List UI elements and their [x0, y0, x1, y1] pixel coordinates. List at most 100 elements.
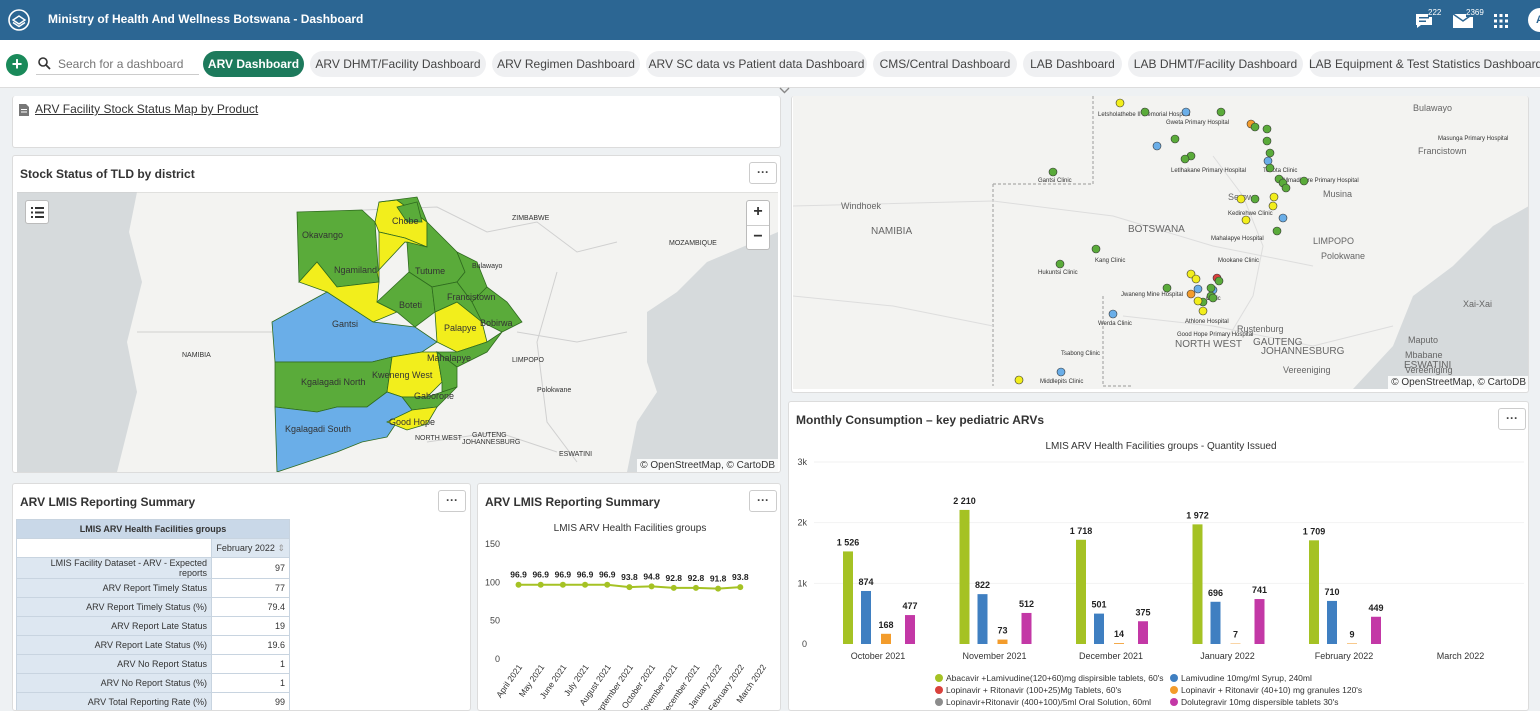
bar[interactable] [998, 640, 1008, 644]
bar[interactable] [1211, 602, 1221, 644]
facility-map-label: Maputo [1408, 335, 1438, 345]
chevron-down-icon[interactable] [779, 87, 790, 94]
facility-marker[interactable] [1181, 155, 1189, 163]
stock-map-menu-button[interactable]: ··· [749, 162, 777, 184]
facility-marker[interactable] [1273, 227, 1281, 235]
dashboard-search-input[interactable] [36, 53, 199, 75]
tab-lab-dashboard[interactable]: LAB Dashboard [1023, 51, 1122, 77]
legend-label[interactable]: Lopinavir + Ritonavir (100+25)Mg Tablets… [946, 685, 1121, 695]
tab-arv-dhmt-facility[interactable]: ARV DHMT/Facility Dashboard [310, 51, 486, 77]
facility-marker[interactable] [1215, 277, 1223, 285]
line-point[interactable] [516, 582, 522, 588]
facility-marker[interactable] [1300, 177, 1308, 185]
bar[interactable] [1114, 643, 1124, 644]
line-point[interactable] [649, 583, 655, 589]
facility-marker[interactable] [1237, 195, 1245, 203]
line-point[interactable] [693, 585, 699, 591]
tab-arv-sc-vs-patient[interactable]: ARV SC data vs Patient data Dashboard [646, 51, 867, 77]
zoom-in-button[interactable]: + [747, 201, 769, 225]
legend-label[interactable]: Dolutegravir 10mg dispersible tablets 30… [1181, 697, 1339, 707]
line-point[interactable] [582, 582, 588, 588]
facility-marker[interactable] [1279, 214, 1287, 222]
line-point[interactable] [737, 584, 743, 590]
lmis-line-menu-button[interactable]: ··· [749, 490, 777, 512]
bar[interactable] [1138, 621, 1148, 644]
consumption-menu-button[interactable]: ··· [1498, 408, 1526, 430]
facility-marker[interactable] [1251, 123, 1259, 131]
facility-marker[interactable] [1056, 260, 1064, 268]
line-point[interactable] [604, 582, 610, 588]
facility-marker[interactable] [1242, 216, 1250, 224]
bar[interactable] [1347, 643, 1357, 644]
bar[interactable] [843, 551, 853, 644]
add-dashboard-button[interactable]: + [6, 54, 28, 76]
facility-marker[interactable] [1141, 108, 1149, 116]
facility-marker[interactable] [1182, 108, 1190, 116]
apps-grid-icon[interactable] [1494, 14, 1508, 28]
bar[interactable] [1022, 613, 1032, 644]
map-label-namibia: NAMIBIA [182, 352, 211, 359]
facility-marker[interactable] [1199, 307, 1207, 315]
bar[interactable] [1309, 540, 1319, 644]
facility-marker[interactable] [1092, 245, 1100, 253]
bar[interactable] [978, 594, 988, 644]
facility-marker[interactable] [1217, 108, 1225, 116]
facility-marker[interactable] [1163, 284, 1171, 292]
line-point[interactable] [671, 585, 677, 591]
bar[interactable] [881, 634, 891, 644]
bar[interactable] [1076, 540, 1086, 644]
facility-marker[interactable] [1116, 99, 1124, 107]
legend-label[interactable]: Lamivudine 10mg/ml Syrup, 240ml [1181, 673, 1312, 683]
line-point[interactable] [538, 582, 544, 588]
tab-arv-regimen[interactable]: ARV Regimen Dashboard [492, 51, 640, 77]
bar[interactable] [861, 591, 871, 644]
facility-marker[interactable] [1266, 164, 1274, 172]
facility-marker[interactable] [1171, 135, 1179, 143]
bar[interactable] [1255, 599, 1265, 644]
facility-marker[interactable] [1263, 125, 1271, 133]
line-point[interactable] [560, 582, 566, 588]
facility-marker[interactable] [1270, 193, 1278, 201]
facility-marker[interactable] [1263, 137, 1271, 145]
legend-label[interactable]: Lopinavir + Ritonavir (40+10) mg granule… [1181, 685, 1362, 695]
legend-label[interactable]: Lopinavir+Ritonavir (400+100)/5ml Oral S… [946, 697, 1151, 707]
line-point[interactable] [626, 584, 632, 590]
facility-marker[interactable] [1057, 368, 1065, 376]
table-period-header[interactable]: February 2022 ⇕ [212, 539, 290, 558]
facility-marker[interactable] [1269, 202, 1277, 210]
legend-label[interactable]: Abacavir +Lamivudine(120+60)mg dispirsib… [946, 673, 1164, 683]
bar[interactable] [960, 510, 970, 644]
bar[interactable] [1371, 617, 1381, 644]
facility-marker[interactable] [1266, 149, 1274, 157]
tab-lab-equipment[interactable]: LAB Equipment & Test Statistics Dashboar… [1309, 51, 1540, 77]
facility-marker[interactable] [1209, 294, 1217, 302]
tab-lab-dhmt-facility[interactable]: LAB DHMT/Facility Dashboard [1128, 51, 1303, 77]
zoom-out-button[interactable]: − [747, 225, 769, 249]
facility-marker[interactable] [1251, 195, 1259, 203]
user-avatar[interactable]: A [1528, 8, 1540, 32]
facility-marker[interactable] [1187, 290, 1195, 298]
facility-marker[interactable] [1109, 310, 1117, 318]
facility-marker[interactable] [1207, 284, 1215, 292]
facility-marker[interactable] [1194, 297, 1202, 305]
facility-map-label: Masunga Primary Hospital [1438, 136, 1508, 142]
bar[interactable] [1193, 524, 1203, 644]
legend-toggle-button[interactable] [25, 200, 49, 224]
app-logo-icon[interactable] [8, 9, 30, 31]
facility-marker[interactable] [1049, 168, 1057, 176]
bar[interactable] [905, 615, 915, 644]
facility-marker[interactable] [1153, 142, 1161, 150]
bar[interactable] [1327, 601, 1337, 644]
facility-marker[interactable] [1194, 285, 1202, 293]
lmis-table-menu-button[interactable]: ··· [438, 490, 466, 512]
line-point[interactable] [715, 586, 721, 592]
facility-marker[interactable] [1015, 376, 1023, 384]
facility-marker[interactable] [1282, 184, 1290, 192]
tab-cms-central[interactable]: CMS/Central Dashboard [873, 51, 1017, 77]
bar[interactable] [1094, 614, 1104, 644]
tab-arv-dashboard[interactable]: ARV Dashboard [203, 51, 304, 77]
stock-status-map[interactable]: Chobe Okavango Ngamiland Tutume Boteti F… [17, 192, 778, 472]
facility-marker[interactable] [1192, 275, 1200, 283]
facility-stock-map-link[interactable]: ARV Facility Stock Status Map by Product [35, 102, 258, 116]
